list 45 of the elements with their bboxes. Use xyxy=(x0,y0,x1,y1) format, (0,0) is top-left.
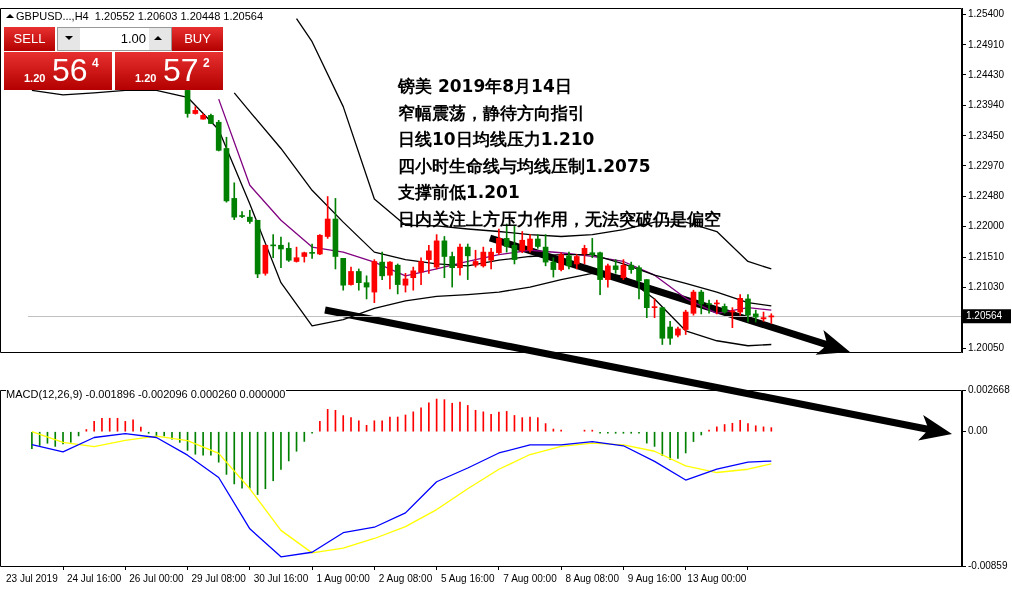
y-tick-label: 1.21030 xyxy=(968,280,1005,292)
annotation: 镑美 2019年8月14日 xyxy=(398,75,573,98)
x-tick-label: 5 Aug 16:00 xyxy=(441,572,495,584)
y-tick-label: 0.002668 xyxy=(968,383,1011,395)
x-tick-label: 13 Aug 00:00 xyxy=(687,572,747,584)
x-tick-label: 2 Aug 08:00 xyxy=(378,572,433,584)
x-tick-label: 24 Jul 16:00 xyxy=(66,572,122,584)
y-tick-label: 1.20050 xyxy=(968,342,1005,353)
chart-title: GBPUSD...,H4 1.20552 1.20603 1.20448 1.20564 xyxy=(16,10,264,22)
quantity-field: 1.00 xyxy=(57,27,172,51)
annotation: 2 xyxy=(203,56,210,70)
x-tick-label: 1 Aug 00:00 xyxy=(316,572,371,584)
annotation: 56 xyxy=(52,52,88,88)
x-tick-label: 30 Jul 16:00 xyxy=(253,572,309,584)
y-tick-label: 1.24430 xyxy=(968,68,1005,80)
annotation: 支撑前低1.201 xyxy=(398,181,521,204)
x-tick-label: 29 Jul 08:00 xyxy=(191,572,247,584)
x-tick-label: 8 Aug 08:00 xyxy=(565,572,620,584)
chart-title: MACD(12,26,9) -0.001896 -0.002096 0.000260 0.000000 xyxy=(6,388,286,400)
y-tick-label: 1.22970 xyxy=(968,159,1005,171)
y-tick-label: 1.23450 xyxy=(968,129,1005,141)
annotation: 四小时生命线与均线压制1.2075 xyxy=(398,154,652,178)
x-tick-label: 23 Jul 2019 xyxy=(6,572,59,584)
ref-line-label: 1.20564 xyxy=(966,309,1003,321)
annotation: 窄幅震荡，静待方向指引 xyxy=(398,101,586,125)
annotation: 57 xyxy=(163,52,199,88)
annotation: 1.20 xyxy=(135,72,157,84)
y-tick-label: -0.00859 xyxy=(968,559,1008,571)
annotation: 4 xyxy=(92,56,99,70)
x-tick-label: 7 Aug 00:00 xyxy=(503,572,558,584)
annotation: 1.20 xyxy=(24,72,46,84)
y-tick-label: 1.22000 xyxy=(968,220,1005,232)
y-tick-label: 1.24910 xyxy=(968,38,1005,50)
annotation: 日线10日均线压力1.210 xyxy=(398,128,596,151)
buy-button: BUY xyxy=(172,27,223,51)
annotation: 1.00 xyxy=(119,30,146,48)
sell-button: SELL xyxy=(4,27,55,51)
x-tick-label: 26 Jul 00:00 xyxy=(129,572,185,584)
y-tick-label: 1.25400 xyxy=(968,7,1005,19)
y-tick-label: 0.00 xyxy=(968,425,988,437)
y-tick-label: 1.22480 xyxy=(968,190,1005,202)
y-tick-label: 1.23940 xyxy=(968,99,1005,111)
candlestick xyxy=(317,234,323,255)
x-tick-label: 9 Aug 16:00 xyxy=(627,572,682,584)
y-tick-label: 1.21510 xyxy=(968,250,1005,262)
